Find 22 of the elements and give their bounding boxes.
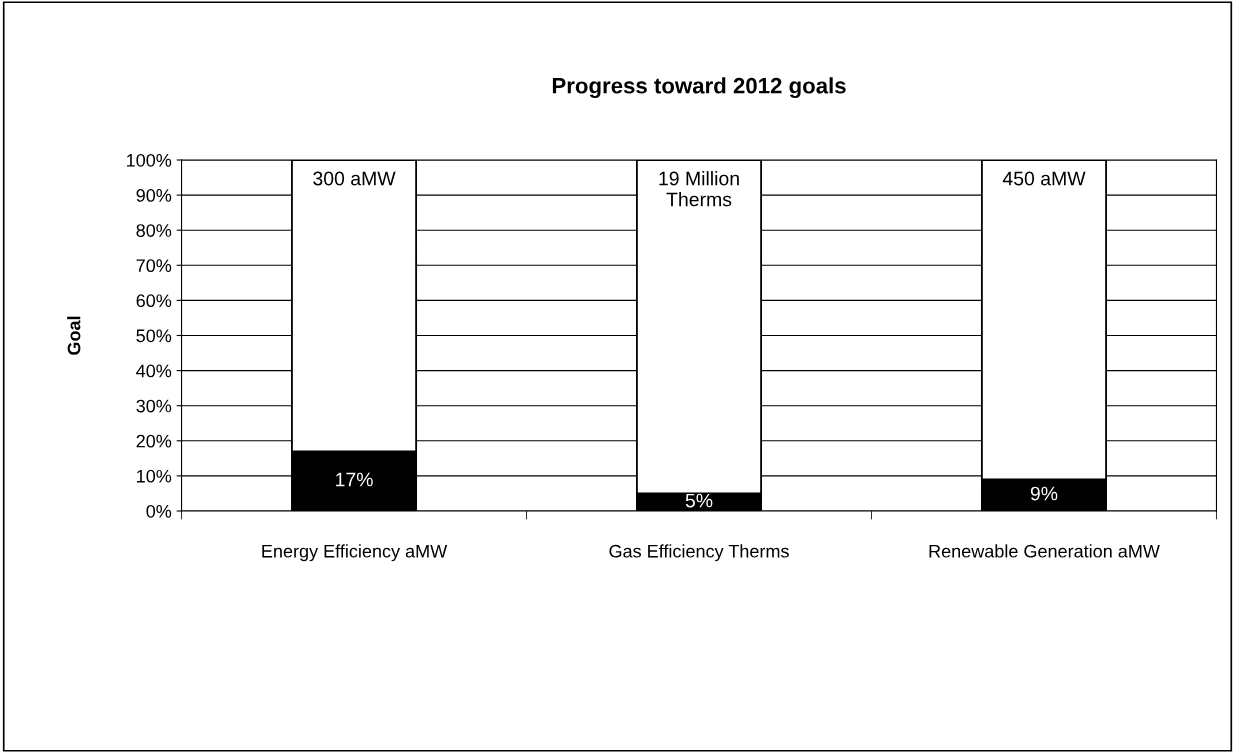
- y-tick-label: 0%: [146, 504, 172, 518]
- y-tick-label: 60%: [136, 294, 172, 308]
- annotation: 19 Million Therms: [659, 171, 739, 207]
- y-axis-title: Goal: [67, 316, 81, 355]
- y-tick-label: 40%: [136, 364, 172, 378]
- y-tick-label: 20%: [136, 434, 172, 448]
- x-tick-label: Energy Efficiency aMW: [262, 544, 448, 562]
- x-tick-label: Gas Efficiency Therms: [609, 544, 789, 562]
- y-tick-label: 80%: [136, 224, 172, 237]
- chart-title: Progress toward 2012 goals: [552, 77, 846, 99]
- y-tick-label: 100%: [127, 153, 172, 167]
- y-tick-label: 10%: [137, 469, 172, 483]
- data-label: 5%: [685, 493, 713, 508]
- y-tick-label: 90%: [136, 189, 172, 202]
- y-tick-label: 30%: [136, 399, 172, 413]
- data-label: 9%: [1030, 486, 1058, 501]
- y-tick-label: 70%: [136, 259, 172, 273]
- annotation: 300 aMW: [313, 171, 396, 186]
- y-tick-label: 50%: [136, 329, 172, 343]
- x-tick-label: Renewable Generation aMW: [929, 544, 1160, 558]
- annotation: 450 aMW: [1002, 171, 1086, 186]
- data-label: 17%: [336, 472, 373, 487]
